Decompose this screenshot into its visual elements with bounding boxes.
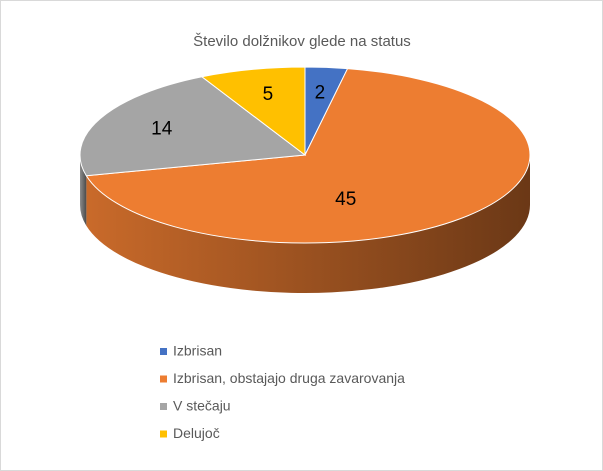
legend-swatch [160,348,167,355]
data-label: 2 [315,83,326,104]
data-label: 45 [335,189,356,210]
legend-swatch [160,375,167,383]
slice [200,66,306,157]
slice [79,76,307,177]
legend-label: Delujoč [173,425,220,441]
slice [85,68,531,244]
legend-swatch [160,430,167,438]
data-label: 14 [151,118,173,139]
legend-swatch [160,403,167,410]
legend-label: Izbrisan [173,343,222,359]
legend-label: V stečaju [173,398,231,414]
chart-title: Število dolžnikov glede na status [193,33,411,50]
slice-side [86,155,530,293]
slice-side [80,155,87,226]
data-label: 5 [263,84,274,105]
legend-label: Izbrisan, obstajajo druga zavarovanja [173,370,405,386]
